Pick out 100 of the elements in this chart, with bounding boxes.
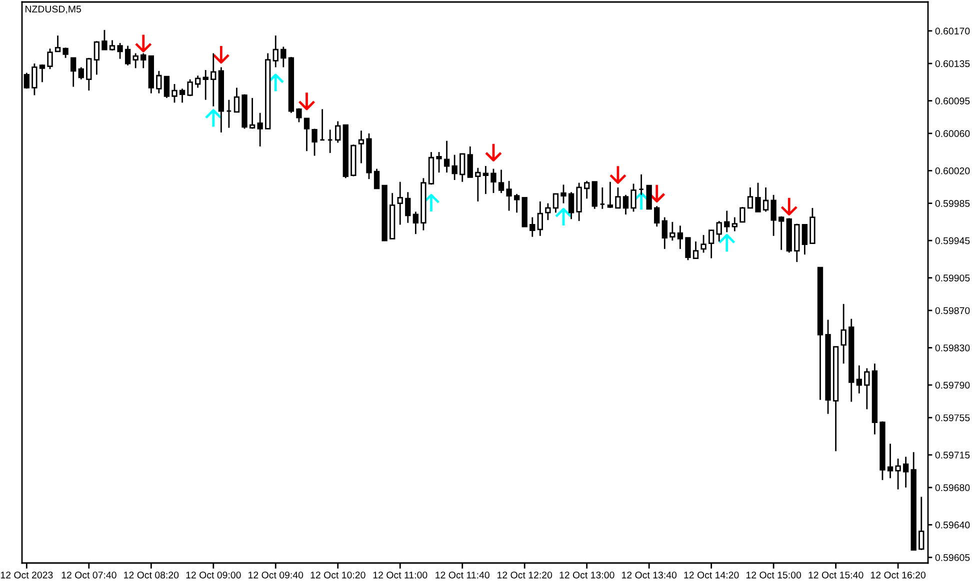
candlestick xyxy=(272,34,278,68)
candlestick xyxy=(312,128,318,156)
candlestick xyxy=(405,191,411,224)
x-tick-label: 12 Oct 16:20 xyxy=(870,572,926,578)
x-tick-label: 12 Oct 15:00 xyxy=(746,572,802,578)
candlestick xyxy=(514,193,520,214)
candlestick xyxy=(397,181,403,226)
candlestick xyxy=(654,205,660,228)
candlestick xyxy=(607,181,614,209)
candlestick xyxy=(124,45,131,66)
candlestick xyxy=(452,154,458,181)
candlestick xyxy=(358,130,364,164)
candlestick xyxy=(747,186,754,209)
candlestick xyxy=(62,46,68,59)
y-tick-label: 0.60060 xyxy=(935,130,970,138)
candlestick xyxy=(840,303,846,364)
candlestick xyxy=(280,46,286,68)
candlestick xyxy=(109,40,116,52)
candlestick xyxy=(498,169,504,194)
candlestick xyxy=(94,40,100,76)
x-tick-label: 12 Oct 13:40 xyxy=(622,572,677,578)
candlestick xyxy=(78,66,84,80)
candlestick xyxy=(70,57,76,88)
candlestick xyxy=(692,240,699,259)
candlestick xyxy=(47,48,53,70)
candlestick xyxy=(444,140,450,174)
candlestick xyxy=(39,64,46,83)
candlestick xyxy=(615,186,621,209)
y-tick-label: 0.60135 xyxy=(935,60,970,68)
candlestick xyxy=(895,458,901,490)
candlestick xyxy=(249,97,256,130)
candlestick xyxy=(374,168,380,190)
x-tick-label: 12 Oct 2023 xyxy=(0,572,53,578)
x-tick-label: 12 Oct 15:40 xyxy=(808,572,864,578)
candlestick xyxy=(304,118,310,152)
candlestick xyxy=(86,57,92,92)
x-tick-label: 12 Oct 14:20 xyxy=(684,572,739,578)
candlestick xyxy=(755,182,761,212)
candlestick xyxy=(545,202,551,221)
candlestick xyxy=(482,165,489,195)
candlestick xyxy=(187,78,193,97)
x-tick-label: 12 Oct 09:40 xyxy=(248,572,304,578)
candlestick xyxy=(552,193,559,214)
candlestick xyxy=(490,168,496,194)
y-tick-label: 0.60020 xyxy=(935,167,970,174)
candlestick xyxy=(630,183,636,212)
candlestick xyxy=(210,52,216,108)
y-tick-label: 0.59870 xyxy=(935,307,970,314)
candlestick xyxy=(530,216,536,238)
candlestick xyxy=(802,224,808,256)
candlestick xyxy=(716,220,722,242)
point xyxy=(204,109,222,128)
x-tick-label: 12 Oct 12:20 xyxy=(498,572,552,578)
candlestick xyxy=(864,368,870,410)
y-tick-label: 0.59605 xyxy=(935,554,970,562)
candlestick xyxy=(117,42,123,60)
candlestick xyxy=(234,87,240,113)
x-tick-label: 12 Oct 07:40 xyxy=(62,572,116,578)
candlestick xyxy=(560,184,566,204)
candlestick xyxy=(740,206,746,223)
candlestick xyxy=(685,237,691,261)
candlestick xyxy=(677,224,684,250)
y-tick-label: 0.59715 xyxy=(935,452,970,459)
point xyxy=(298,91,316,110)
candlestick xyxy=(436,151,442,174)
y-tick-label: 0.59985 xyxy=(935,200,970,207)
point xyxy=(484,142,502,162)
candlestick xyxy=(568,191,574,220)
point xyxy=(609,165,627,184)
candlestick xyxy=(156,70,162,94)
candlestick xyxy=(460,153,466,183)
candlestick xyxy=(670,221,676,242)
candlestick xyxy=(140,52,146,69)
x-tick-label: 12 Oct 11:00 xyxy=(373,572,428,578)
y-tick-label: 0.60095 xyxy=(935,98,970,104)
y-tick-label: 0.59640 xyxy=(935,522,970,528)
y-tick-label: 0.59790 xyxy=(935,382,970,389)
candlestick xyxy=(778,216,784,251)
candlestick xyxy=(918,496,924,551)
y-tick-label: 0.59945 xyxy=(935,237,970,244)
x-tick-label: 12 Oct 08:20 xyxy=(124,572,179,578)
candlestick xyxy=(335,120,341,144)
point xyxy=(212,44,230,64)
y-tick-label: 0.59680 xyxy=(935,484,970,492)
candlestick xyxy=(202,69,208,101)
chart-title: NZDUSD,M5 xyxy=(26,6,82,14)
candlestick xyxy=(32,62,38,96)
candlestick xyxy=(506,180,512,212)
y-tick-label: 0.59830 xyxy=(935,344,970,352)
point xyxy=(554,208,572,227)
candlestick xyxy=(537,200,543,237)
candlestick xyxy=(132,52,138,69)
candlestick xyxy=(257,112,263,148)
y-tick-label: 0.59905 xyxy=(935,274,970,282)
candlestick xyxy=(172,83,178,104)
candlestick xyxy=(708,230,714,259)
candlestick xyxy=(700,234,706,254)
x-tick-label: 12 Oct 11:40 xyxy=(436,572,490,578)
point xyxy=(780,196,798,216)
candlestick xyxy=(102,29,108,50)
